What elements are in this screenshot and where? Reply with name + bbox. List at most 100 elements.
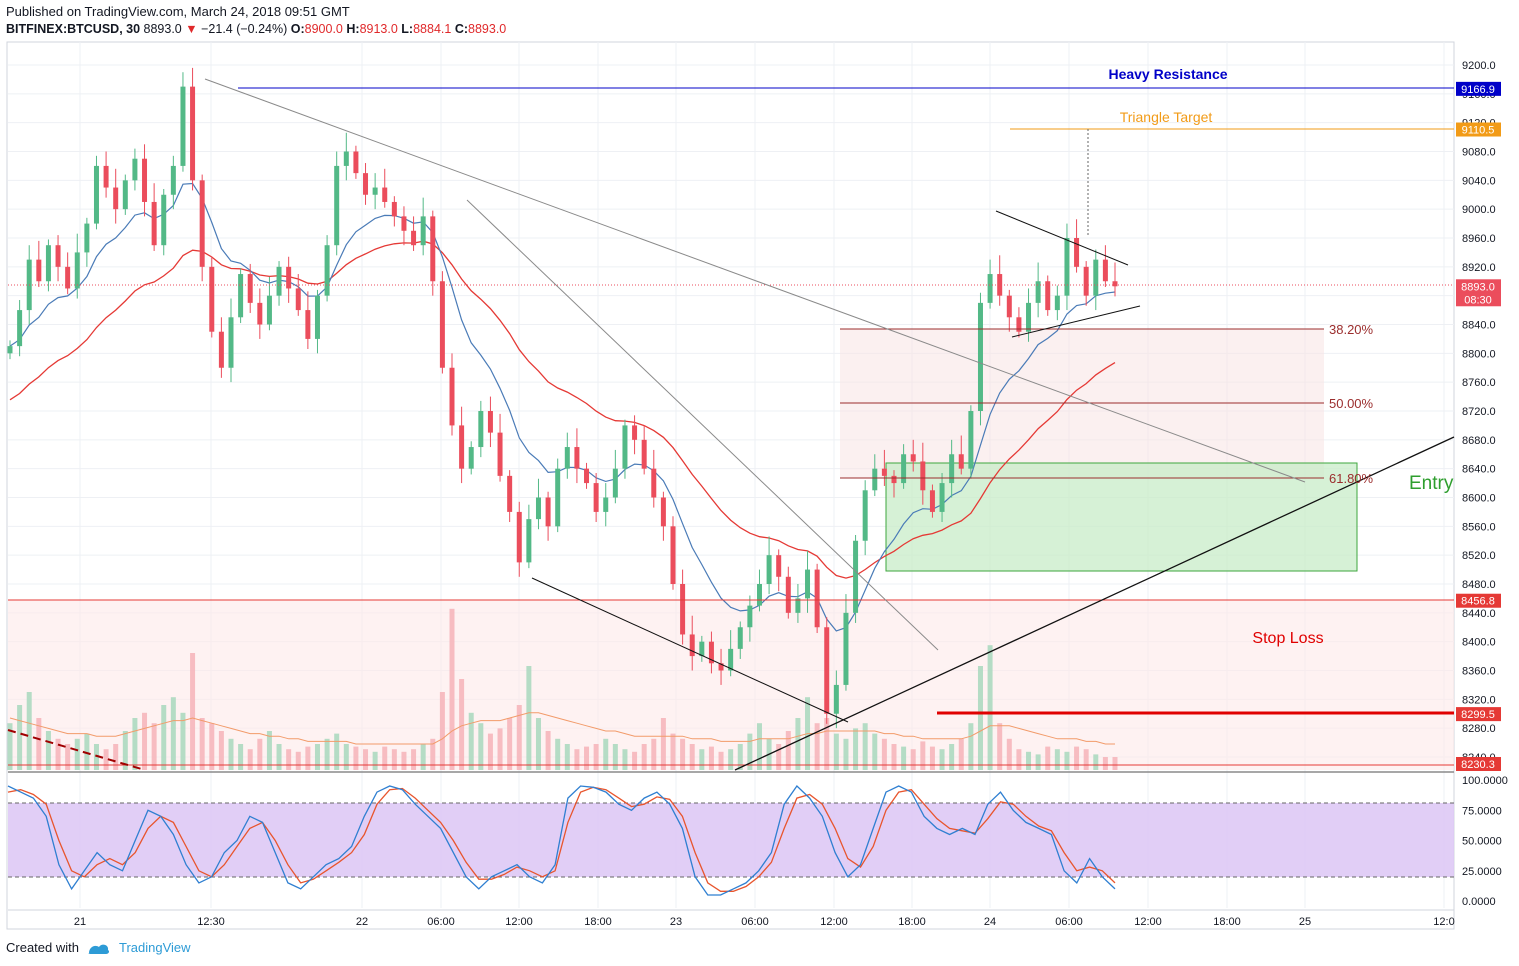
symbol-legend: BITFINEX:BTCUSD, 30 8893.0 ▼ −21.4 (−0.2…	[6, 22, 506, 36]
time-tick-label: 06:00	[1055, 916, 1083, 928]
candle-body	[564, 447, 570, 469]
triangle-lower-line[interactable]	[1011, 305, 1141, 338]
volume-bar	[862, 723, 868, 770]
time-axis[interactable]: 21 12:30 22 06:00 12:00 18:00 23 06:00 12:00 18:0…	[8, 909, 1455, 928]
candle-body	[459, 425, 465, 469]
candle-body	[555, 468, 561, 527]
candle-body	[93, 165, 99, 224]
price-tick-label: 8800.0	[1462, 348, 1496, 360]
volume-bar	[26, 692, 32, 770]
volume-bar	[1006, 738, 1012, 770]
candle-body	[603, 497, 609, 512]
candle-body	[372, 187, 378, 195]
volume-bar	[516, 705, 522, 770]
time-tick-label: 18:00	[1213, 916, 1241, 928]
candle-body	[977, 302, 983, 411]
volume-bar	[699, 749, 705, 770]
candle-body	[632, 425, 638, 440]
heavy-resistance-label: Heavy Resistance	[1108, 66, 1227, 82]
volume-bar	[276, 744, 282, 770]
candle-body	[247, 274, 253, 303]
candle-body	[1035, 281, 1041, 303]
volume-bar	[814, 723, 820, 770]
price-tag-box	[1456, 593, 1501, 608]
volume-bar	[622, 749, 628, 770]
candle-body	[910, 454, 916, 462]
candle-body	[891, 475, 897, 484]
price-axis[interactable]: 9200.09160.09120.09080.09040.09000.08960…	[1462, 60, 1496, 764]
price-tag-label: 8299.5	[1461, 709, 1495, 721]
volume-bar	[1112, 757, 1118, 770]
stoch-d-line	[7, 786, 1116, 892]
volume-bar	[209, 723, 215, 770]
price-tag-box	[1456, 707, 1501, 722]
volume-bar	[420, 744, 426, 770]
time-tick-label: 12:00	[820, 916, 848, 928]
candle-body	[824, 627, 830, 714]
volume-bar	[574, 749, 580, 770]
candle-body	[468, 447, 474, 469]
price-tag-label: 08:30	[1464, 294, 1492, 306]
volume-bar	[1102, 757, 1108, 770]
volume-bar	[843, 738, 849, 770]
candle-body	[257, 302, 263, 325]
candle-body	[805, 569, 811, 599]
triangle-upper-line[interactable]	[995, 210, 1129, 266]
footer: Created with TradingView	[6, 940, 191, 955]
volume-bar	[161, 705, 167, 770]
uptrend-support-line[interactable]	[734, 436, 1455, 771]
candle-body	[266, 295, 272, 325]
volume-bar	[266, 731, 272, 770]
price-tick-label: 8920.0	[1462, 262, 1496, 274]
trendlines	[7, 78, 1455, 771]
volume-bar	[593, 744, 599, 770]
volume-bar	[785, 731, 791, 770]
candle-body	[180, 86, 186, 166]
volume-bar	[151, 723, 157, 770]
volume-bar	[612, 744, 618, 770]
tradingview-logo-icon[interactable]	[87, 941, 111, 955]
candle-body	[1026, 302, 1032, 332]
candle-body	[142, 158, 148, 202]
volume-bar	[632, 751, 638, 770]
volume-bar	[564, 744, 570, 770]
lower-channel-line[interactable]	[531, 577, 849, 723]
time-tick-label: 12:00	[505, 916, 533, 928]
candle-body	[670, 526, 676, 584]
volume-bar	[997, 723, 1003, 770]
volume-bar	[987, 645, 993, 770]
price-tag-label: 8230.3	[1461, 759, 1495, 771]
candle-body	[901, 454, 907, 484]
price-tag-box	[1456, 292, 1501, 307]
published-note: Published on TradingView.com, March 24, …	[6, 4, 350, 19]
volume-bar	[65, 744, 71, 770]
time-tick-label: 24	[984, 916, 996, 928]
entry-label: Entry	[1409, 473, 1454, 494]
volume-bar	[1026, 751, 1032, 770]
volume-bar	[1016, 749, 1022, 770]
ema-slow-line	[9, 240, 1116, 579]
volume-bar	[776, 744, 782, 770]
candle-body	[689, 634, 695, 657]
candle-body	[862, 490, 868, 541]
volume-bar	[651, 738, 657, 770]
volume-bar	[411, 749, 417, 770]
candle-body	[968, 411, 974, 469]
secondary-downtrend-line[interactable]	[466, 199, 939, 651]
candle-body	[574, 447, 580, 469]
price-change: −21.4 (−0.24%)	[201, 22, 288, 36]
candle-body	[660, 497, 666, 527]
volume-bar	[872, 733, 878, 770]
volume-bar	[497, 728, 503, 770]
fib-618-label: 61.80%	[1329, 471, 1374, 486]
candle-body	[439, 281, 445, 368]
volume-bar	[603, 738, 609, 770]
major-downtrend-line[interactable]	[204, 78, 1306, 483]
stoch-tick-label: 0.0000	[1462, 896, 1496, 908]
price-tick-label: 8720.0	[1462, 406, 1496, 418]
symbol-name[interactable]: BITFINEX:BTCUSD, 30	[6, 22, 141, 36]
volume-bar	[1054, 749, 1060, 770]
candle-body	[939, 483, 945, 512]
tradingview-brand[interactable]: TradingView	[118, 940, 191, 955]
